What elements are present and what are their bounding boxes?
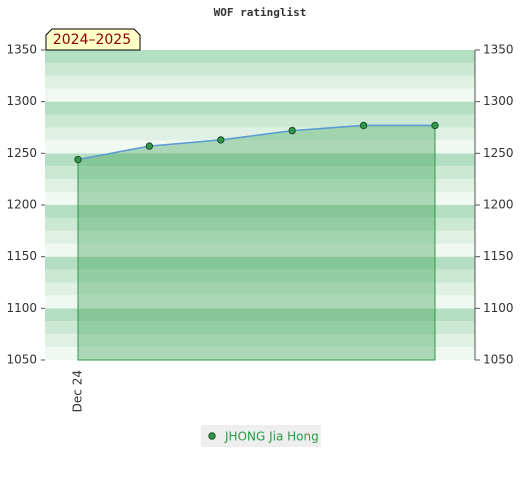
- legend-label: JHONG Jia Hong: [224, 430, 319, 444]
- annotation: 2024–2025: [53, 32, 131, 48]
- band: [45, 321, 475, 335]
- annotation-box: [45, 28, 141, 51]
- point: [217, 136, 225, 144]
- band: [45, 269, 475, 283]
- area: [77, 124, 436, 361]
- band: [45, 334, 475, 348]
- band: [45, 243, 475, 257]
- band: [45, 295, 475, 309]
- y2-tick-label: 1150: [483, 249, 514, 263]
- y-tick-label: 1200: [6, 198, 37, 212]
- y2-tick-label: 1100: [483, 301, 514, 315]
- y2-tick-label: 1300: [483, 94, 514, 108]
- y2-tick-label: 1200: [483, 198, 514, 212]
- point: [431, 121, 439, 130]
- y-tick-label: 1300: [6, 94, 37, 108]
- point: [359, 121, 368, 130]
- band: [45, 308, 475, 322]
- y-tick-label: 1050: [6, 353, 37, 367]
- band: [45, 50, 475, 63]
- y-tick-label: 1100: [6, 301, 37, 315]
- band: [45, 166, 475, 180]
- y-tick-label: 1350: [6, 43, 37, 57]
- line: [77, 124, 435, 161]
- y2-tick-label: 1050: [483, 353, 514, 367]
- band: [45, 179, 475, 193]
- band: [45, 140, 475, 154]
- band: [45, 217, 475, 231]
- band: [45, 101, 475, 115]
- band: [45, 88, 475, 102]
- y2-tick-label: 1350: [483, 43, 514, 57]
- chart-title: WOF ratinglist: [214, 6, 307, 19]
- band: [45, 153, 475, 167]
- band: [45, 347, 475, 360]
- band: [45, 75, 475, 89]
- legend: [201, 425, 321, 447]
- band: [45, 230, 475, 244]
- y-tick-label: 1250: [6, 146, 37, 160]
- x-tick-label: Dec 24: [71, 370, 85, 412]
- band: [45, 192, 475, 205]
- plot: [74, 121, 439, 361]
- point: [74, 155, 82, 164]
- point: [288, 126, 296, 135]
- band: [45, 62, 475, 76]
- band: [45, 114, 475, 128]
- band: [45, 282, 475, 296]
- band: [45, 127, 475, 141]
- y-tick-label: 1150: [6, 249, 37, 263]
- point: [145, 142, 154, 150]
- band: [45, 256, 475, 270]
- y2-tick-label: 1250: [483, 146, 514, 160]
- legend-marker: [208, 432, 216, 440]
- background-bands: [45, 50, 475, 360]
- band: [45, 205, 475, 218]
